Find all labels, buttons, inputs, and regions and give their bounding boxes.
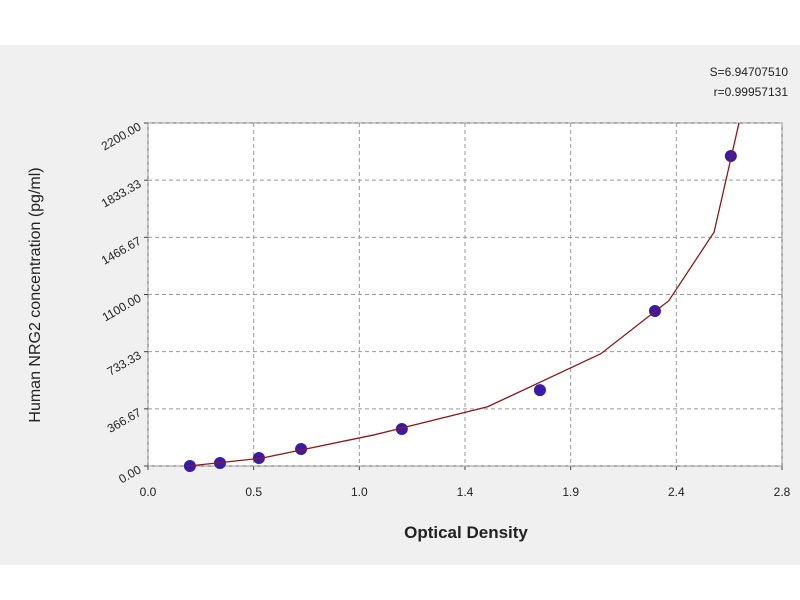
fit-curve [188, 122, 740, 467]
x-tick-label: 1.9 [562, 485, 579, 499]
x-tick-label: 2.8 [774, 485, 791, 499]
x-tick-label: 0.5 [245, 485, 262, 499]
data-point [533, 384, 546, 397]
data-point [395, 423, 408, 436]
x-tick-label: 0.0 [140, 485, 157, 499]
y-axis-label: Human NRG2 concentration (pg/ml) [27, 167, 44, 422]
annotation: r=0.99957131 [714, 85, 789, 99]
x-axis-label: Optical Density [404, 523, 528, 542]
x-tick-label: 1.4 [457, 485, 474, 499]
data-point [295, 443, 308, 456]
annotation: S=6.94707510 [710, 65, 789, 79]
x-tick-label: 2.4 [668, 485, 685, 499]
x-tick-label: 1.0 [351, 485, 368, 499]
